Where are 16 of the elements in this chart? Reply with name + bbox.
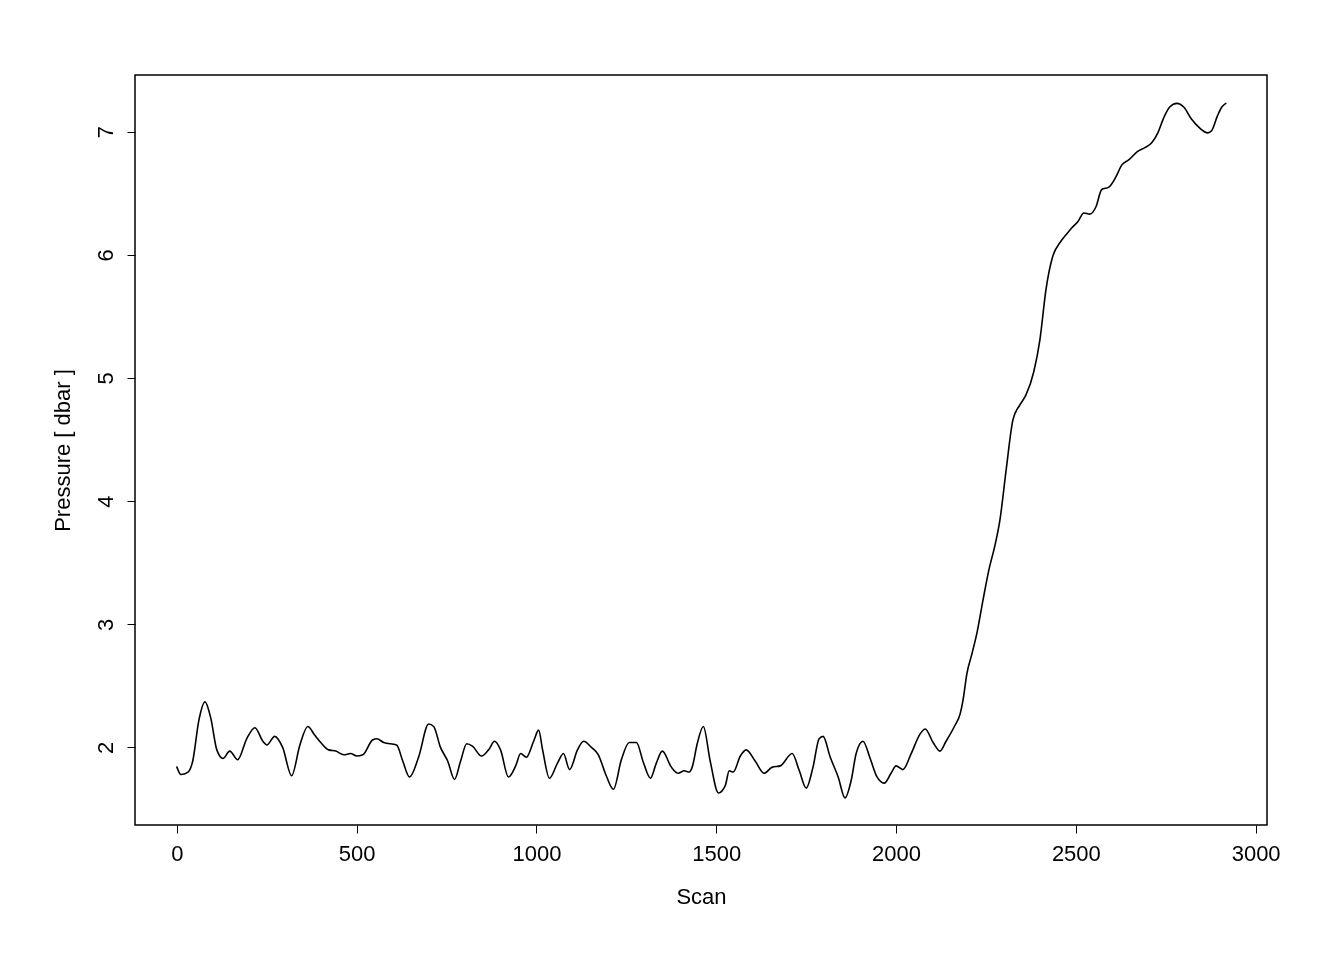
- y-tick-label: 7: [92, 126, 118, 139]
- x-tick-label: 2000: [872, 840, 922, 866]
- x-tick-label: 1000: [512, 840, 562, 866]
- x-axis-title: Scan: [676, 883, 727, 909]
- y-tick-label: 5: [92, 372, 118, 385]
- y-tick-label: 2: [92, 741, 118, 755]
- x-tick-label: 2500: [1051, 840, 1101, 866]
- line-series: [176, 102, 1227, 799]
- x-tick-label: 500: [338, 840, 376, 866]
- y-axis-title: Pressure [ dbar ]: [49, 369, 75, 532]
- y-tick-label: 3: [92, 618, 118, 631]
- x-tick-label: 1500: [692, 840, 742, 866]
- x-tick-label: 0: [171, 840, 184, 866]
- y-tick-label: 4: [92, 495, 118, 508]
- y-tick-label: 6: [92, 249, 118, 262]
- x-tick-label: 3000: [1231, 840, 1281, 866]
